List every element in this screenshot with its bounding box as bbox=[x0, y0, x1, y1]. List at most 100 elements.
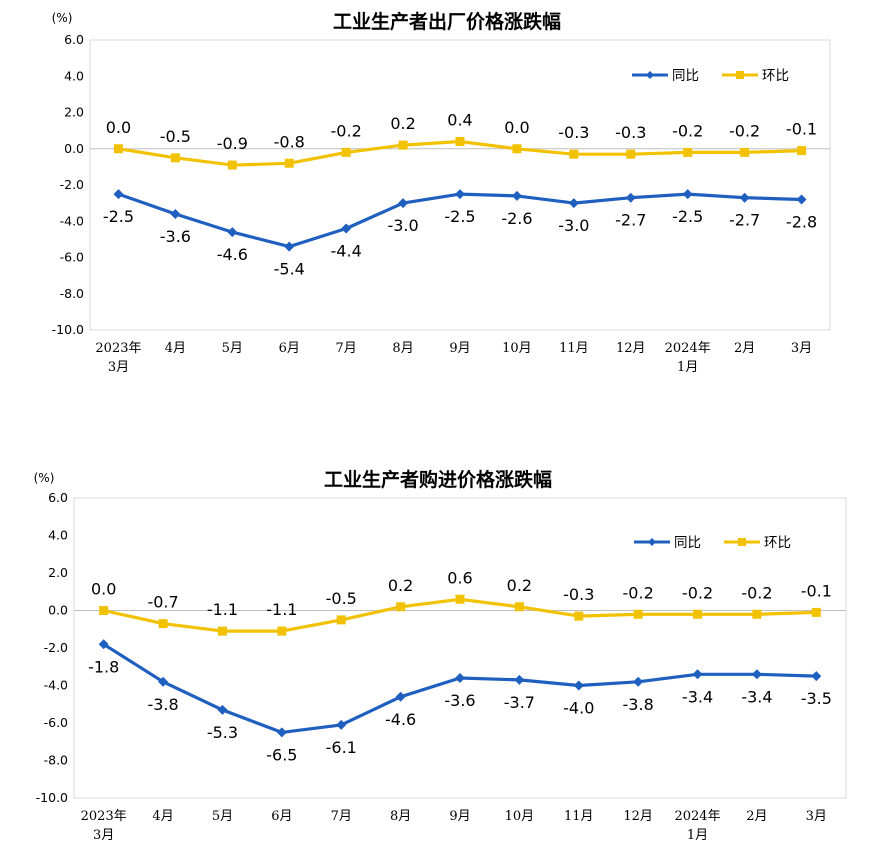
x-tick-label: 2024年 1月 bbox=[674, 809, 720, 843]
data-point bbox=[99, 606, 109, 615]
x-tick-label: 5月 bbox=[222, 341, 243, 356]
x-tick-label: 8月 bbox=[390, 809, 411, 824]
data-label: -2.5 bbox=[103, 207, 134, 226]
data-point bbox=[573, 680, 584, 691]
data-label: -3.0 bbox=[387, 216, 418, 235]
data-label: -2.5 bbox=[444, 207, 475, 226]
y-tick-label: -4.0 bbox=[60, 213, 84, 228]
x-tick-label: 2023年 3月 bbox=[95, 341, 141, 375]
y-tick-label: -6.0 bbox=[60, 250, 84, 265]
data-label: -3.4 bbox=[741, 687, 772, 706]
x-tick-label: 10月 bbox=[502, 341, 532, 356]
data-label: -0.2 bbox=[729, 121, 760, 140]
y-tick-label: -10.0 bbox=[52, 322, 84, 337]
data-point bbox=[217, 704, 228, 715]
y-tick-label: 6.0 bbox=[64, 32, 84, 47]
data-point bbox=[692, 669, 703, 680]
y-tick-label: -10.0 bbox=[36, 790, 68, 805]
data-label: -0.3 bbox=[615, 123, 646, 142]
data-label: -3.6 bbox=[444, 691, 475, 710]
data-point bbox=[752, 609, 762, 619]
legend-swatch-marker bbox=[736, 71, 744, 79]
data-label: -0.7 bbox=[147, 593, 178, 612]
data-label: -4.6 bbox=[385, 710, 416, 729]
chart-ppi-output: 工业生产者出厂价格涨跌幅 (%) 6.0 4.0 2.0 0.0 -2.0 -4.0 -6.0 -… bbox=[0, 0, 872, 400]
y-tick-label: 4.0 bbox=[48, 528, 68, 543]
x-tick-label: 4月 bbox=[165, 341, 186, 356]
data-label: 0.2 bbox=[390, 114, 415, 133]
data-label: -4.6 bbox=[217, 245, 248, 264]
data-label: -3.8 bbox=[147, 695, 178, 714]
data-label: -4.4 bbox=[331, 242, 362, 261]
x-tick-label: 2023年 3月 bbox=[81, 809, 127, 843]
y-tick-label: -2.0 bbox=[44, 640, 68, 655]
y-tick-label: -2.0 bbox=[60, 177, 84, 192]
y-unit-label: (%) bbox=[34, 471, 55, 485]
data-label: -3.8 bbox=[623, 695, 654, 714]
y-tick-label: -4.0 bbox=[44, 678, 68, 693]
data-label: -2.8 bbox=[786, 213, 817, 232]
data-point bbox=[740, 147, 750, 157]
x-tick-label: 12月 bbox=[623, 809, 653, 824]
x-tick-label: 5月 bbox=[212, 809, 233, 824]
data-point bbox=[683, 147, 693, 157]
legend-label: 环比 bbox=[764, 535, 791, 551]
y-unit-label: (%) bbox=[52, 11, 73, 25]
data-label: -3.0 bbox=[558, 216, 589, 235]
data-point bbox=[625, 192, 636, 203]
data-point bbox=[341, 223, 352, 234]
x-tick-label: 11月 bbox=[564, 809, 594, 824]
data-label: -0.2 bbox=[682, 583, 713, 602]
chart-svg-ppi-output: 工业生产者出厂价格涨跌幅 (%) 6.0 4.0 2.0 0.0 -2.0 -4.0 -6.0 -… bbox=[52, 10, 831, 375]
data-label: -0.3 bbox=[558, 123, 589, 142]
data-label: -4.0 bbox=[563, 699, 594, 718]
data-point bbox=[455, 594, 465, 604]
data-point bbox=[796, 194, 807, 205]
x-tick-label: 7月 bbox=[331, 809, 352, 824]
data-point bbox=[170, 209, 181, 219]
data-point bbox=[811, 607, 821, 617]
data-label: -0.2 bbox=[623, 583, 654, 602]
x-tick-label: 6月 bbox=[271, 809, 292, 824]
data-label: 0.0 bbox=[91, 580, 116, 599]
data-point bbox=[569, 149, 579, 159]
data-label: 0.2 bbox=[507, 576, 532, 595]
data-label: -1.1 bbox=[266, 600, 297, 619]
data-point bbox=[512, 144, 522, 154]
chart-svg-ppi-purchase: 工业生产者购进价格涨跌幅 (%) 6.0 4.0 2.0 0.0 -2.0 -4.0 -6.0 -… bbox=[34, 468, 847, 843]
x-tick-label: 7月 bbox=[336, 341, 357, 356]
data-point bbox=[398, 198, 409, 209]
data-point bbox=[158, 619, 168, 629]
x-tick-label: 4月 bbox=[152, 809, 173, 824]
data-point bbox=[511, 190, 522, 201]
legend-swatch-marker bbox=[738, 538, 746, 546]
data-point bbox=[455, 137, 465, 146]
plot-area bbox=[89, 39, 831, 331]
data-point bbox=[574, 611, 584, 621]
x-tick-label: 11月 bbox=[559, 341, 589, 356]
x-tick-label: 8月 bbox=[392, 341, 413, 356]
data-label: -0.1 bbox=[801, 581, 832, 600]
data-label: -3.5 bbox=[801, 689, 832, 708]
data-label: 0.2 bbox=[388, 576, 413, 595]
x-tick-label: 2024年 1月 bbox=[665, 341, 711, 375]
x-tick-label: 9月 bbox=[449, 809, 470, 824]
chart-title: 工业生产者购进价格涨跌幅 bbox=[324, 468, 552, 491]
legend-label: 同比 bbox=[674, 535, 701, 551]
data-point bbox=[455, 189, 465, 200]
data-label: -3.6 bbox=[160, 227, 191, 246]
chart-title: 工业生产者出厂价格涨跌幅 bbox=[333, 10, 561, 33]
data-label: -2.7 bbox=[615, 211, 646, 230]
data-point bbox=[811, 671, 822, 682]
data-point bbox=[626, 149, 636, 159]
data-label: -5.4 bbox=[274, 260, 305, 279]
data-point bbox=[455, 673, 465, 683]
data-label: -0.5 bbox=[326, 589, 357, 608]
y-tick-label: 6.0 bbox=[48, 490, 68, 505]
data-point bbox=[158, 676, 169, 687]
data-point bbox=[341, 147, 351, 157]
data-point bbox=[170, 153, 180, 163]
data-point bbox=[396, 602, 406, 612]
x-tick-label: 6月 bbox=[279, 341, 300, 356]
data-point bbox=[113, 189, 124, 200]
